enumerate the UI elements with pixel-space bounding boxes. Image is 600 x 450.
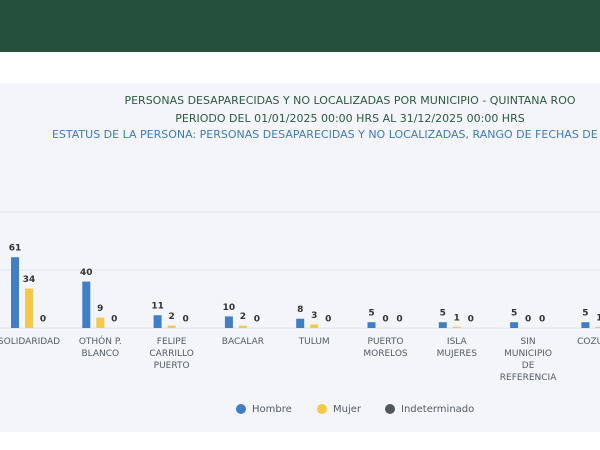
value-label: 5 — [582, 309, 588, 319]
x-tick-label: OTHÓN P. BLANCO — [79, 335, 122, 359]
bar — [310, 324, 319, 328]
bar — [581, 322, 590, 328]
value-label: 8 — [297, 305, 303, 315]
x-tick-label: BACALAR — [222, 337, 264, 347]
legend-label: Hombre — [252, 404, 292, 415]
value-label: 0 — [40, 315, 46, 325]
x-tick-label: FELIPE CARRILLO PUERTO — [149, 337, 193, 371]
bar — [153, 315, 162, 328]
bar — [510, 322, 519, 328]
bar — [238, 325, 247, 328]
bar — [595, 326, 600, 328]
bar — [296, 318, 305, 328]
value-label: 0 — [539, 315, 545, 325]
x-tick-label: SOLIDARIDAD — [0, 337, 60, 347]
value-label: 2 — [240, 312, 246, 322]
value-label: 0 — [382, 315, 388, 325]
value-label: 3 — [311, 311, 317, 321]
x-tick-label: COZUMEL — [577, 337, 600, 347]
bar — [224, 316, 233, 328]
x-tick-label: ISLA MUJERES — [437, 337, 478, 359]
chart-panel — [0, 83, 600, 432]
value-label: 0 — [111, 315, 117, 325]
value-label: 34 — [23, 275, 36, 285]
value-label: 40 — [80, 268, 93, 278]
x-tick-label: PUERTO MORELOS — [363, 337, 408, 359]
bar — [96, 317, 105, 328]
value-label: 1 — [596, 313, 600, 323]
value-label: 0 — [254, 315, 260, 325]
value-label: 2 — [168, 312, 174, 322]
value-label: 5 — [440, 309, 446, 319]
legend-marker — [317, 404, 327, 414]
value-label: 0 — [525, 315, 531, 325]
value-label: 0 — [182, 315, 188, 325]
value-label: 61 — [9, 244, 22, 254]
bar — [25, 288, 33, 328]
bar — [167, 325, 176, 328]
x-tick-label: TULUM — [298, 337, 330, 347]
bar — [11, 257, 19, 328]
x-tick-label: SIN MUNICIPIO DE REFERENCIA — [500, 337, 557, 383]
legend-label: Indeterminado — [401, 404, 474, 415]
value-label: 1 — [454, 313, 460, 323]
legend-label: Mujer — [333, 404, 362, 415]
filter-text: ESTATUS DE LA PERSONA: PERSONAS DESAPARE… — [52, 128, 600, 141]
value-label: 0 — [468, 315, 474, 325]
bar — [438, 322, 447, 328]
value-label: 5 — [368, 309, 374, 319]
value-label: 10 — [223, 303, 236, 313]
value-label: 5 — [511, 309, 517, 319]
legend-marker — [385, 404, 395, 414]
chart-subtitle: PERIODO DEL 01/01/2025 00:00 HRS AL 31/1… — [175, 112, 524, 125]
value-label: 9 — [97, 304, 103, 314]
bar — [82, 281, 91, 328]
value-label: 11 — [151, 302, 164, 312]
legend-marker — [236, 404, 246, 414]
value-label: 0 — [396, 315, 402, 325]
bar — [367, 322, 376, 328]
chart-title: PERSONAS DESAPARECIDAS Y NO LOCALIZADAS … — [124, 94, 575, 107]
bar — [452, 326, 461, 328]
value-label: 0 — [325, 315, 331, 325]
header-bar — [0, 0, 600, 52]
